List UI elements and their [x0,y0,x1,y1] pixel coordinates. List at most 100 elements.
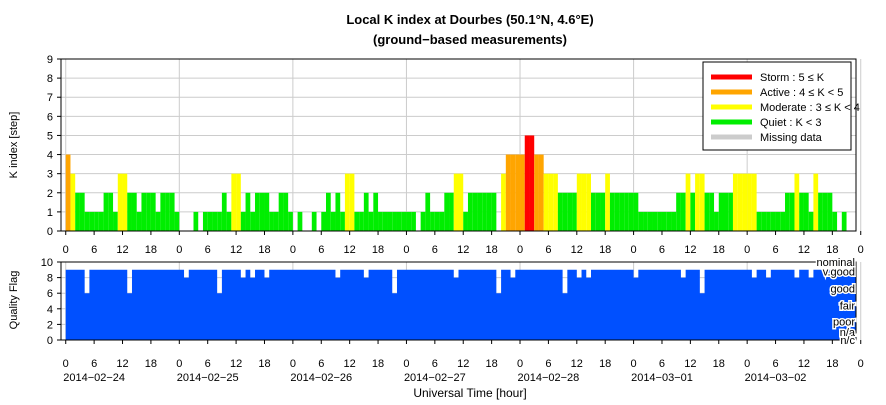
k-index-bar [761,211,767,231]
quality-x-tick-label: 12 [798,358,810,370]
k-index-bar [685,173,691,231]
quality-x-ticks: 0 6 12 18 0 6 12 18 0 6 12 18 0 6 12 18 0 6 12 18 0 6 12 18 0 6 12… [63,340,864,370]
quality-plot-frame [60,261,857,341]
k-index-bar [808,211,814,231]
k-index-bar [430,211,435,231]
quality-flag-label: n/c [840,335,855,347]
k-index-y-tick-label: 7 [47,92,53,104]
k-index-bar [363,192,369,231]
k-index-bar [65,154,71,231]
k-index-bar [113,211,118,231]
quality-x-tick-label: 6 [772,358,778,370]
legend: Storm : 5 ≤ K Active : 4 ≤ K < 5 Moderate … [702,61,860,151]
k-index-bar [572,192,577,231]
k-index-x-tick-label: 6 [205,244,211,256]
k-index-bar [236,173,241,231]
k-index-bar [785,192,790,231]
k-index-x-tick-label: 12 [798,244,810,256]
k-index-y-tick-label: 9 [47,54,53,66]
k-index-bar [449,192,454,231]
k-index-x-tick-label: 12 [116,244,128,256]
k-index-bar [217,211,222,231]
k-index-bar [591,192,596,231]
k-index-bar [775,211,781,231]
date-label: 2014−03−01 [631,372,693,384]
k-index-x-tick-label: 18 [258,244,270,256]
k-index-bar [534,154,539,231]
k-index-bar [245,192,251,231]
quality-flag-area [65,269,857,340]
quality-y-axis-label: Quality Flag [8,271,20,330]
quality-flag-label: nominal [816,257,855,269]
k-index-bar [155,211,161,231]
k-index-bar [756,211,762,231]
k-index-bar [401,211,407,231]
k-index-bar [728,192,733,231]
quality-x-tick-label: 0 [631,358,637,370]
date-label: 2014−02−26 [290,372,352,384]
k-index-bar [501,173,506,231]
k-index-bar [652,211,658,231]
k-index-bar [742,173,748,231]
k-index-bar [486,192,492,231]
k-index-bar [524,135,530,231]
k-index-x-tick-label: 12 [344,244,356,256]
quality-y-tick-label: 10 [41,257,53,269]
k-index-grid [61,58,862,232]
k-index-bar [666,211,672,231]
k-index-bar [515,154,521,231]
quality-x-tick-label: 18 [372,358,384,370]
k-index-bar [737,173,743,231]
k-index-bar [283,192,289,231]
k-index-bar [789,192,795,231]
k-index-bar [657,211,662,231]
k-index-bar [520,154,525,231]
k-index-bar [297,211,303,231]
k-index-bar [79,192,85,231]
k-index-bar [231,173,237,231]
quality-x-tick-label: 6 [91,358,97,370]
quality-x-tick-label: 0 [403,358,409,370]
k-index-bar [382,211,388,231]
k-index-bar [458,173,464,231]
k-index-bar [264,192,270,231]
quality-flag-label: n/a [840,327,856,339]
k-index-bar [614,192,620,231]
k-index-bar [600,192,606,231]
k-index-bar [529,135,535,231]
quality-x-tick-label: 0 [744,358,750,370]
k-index-bar [70,173,76,231]
k-index-x-tick-label: 6 [432,244,438,256]
quality-flag-label: fair [840,301,856,313]
legend-label: Quiet : K < 3 [760,117,821,129]
k-index-x-tick-label: 6 [659,244,665,256]
quality-x-tick-label: 12 [684,358,696,370]
k-index-bar [586,173,591,231]
k-index-bar [406,211,412,231]
quality-x-tick-label: 0 [290,358,296,370]
k-index-bar [647,211,653,231]
k-index-bar [661,211,667,231]
k-index-bar [311,211,317,231]
k-index-x-tick-label: 0 [290,244,296,256]
k-index-x-tick-label: 6 [91,244,97,256]
k-index-bar [420,211,426,231]
k-index-bar [557,192,563,231]
k-index-x-tick-label: 18 [486,244,498,256]
k-index-x-tick-label: 0 [176,244,182,256]
k-index-bar [396,211,402,231]
k-index-bar [491,192,497,231]
quality-x-tick-label: 6 [205,358,211,370]
k-index-bar [463,211,468,231]
k-index-bar [770,211,776,231]
k-index-bar [609,192,615,231]
quality-y-tick-label: 4 [47,304,53,316]
k-index-y-tick-label: 4 [47,150,53,162]
k-index-bar [553,173,558,231]
k-index-x-tick-label: 0 [858,244,864,256]
k-index-bar [368,211,374,231]
date-label: 2014−02−24 [63,372,125,384]
k-index-bar [269,211,274,231]
k-index-bar [818,192,823,231]
